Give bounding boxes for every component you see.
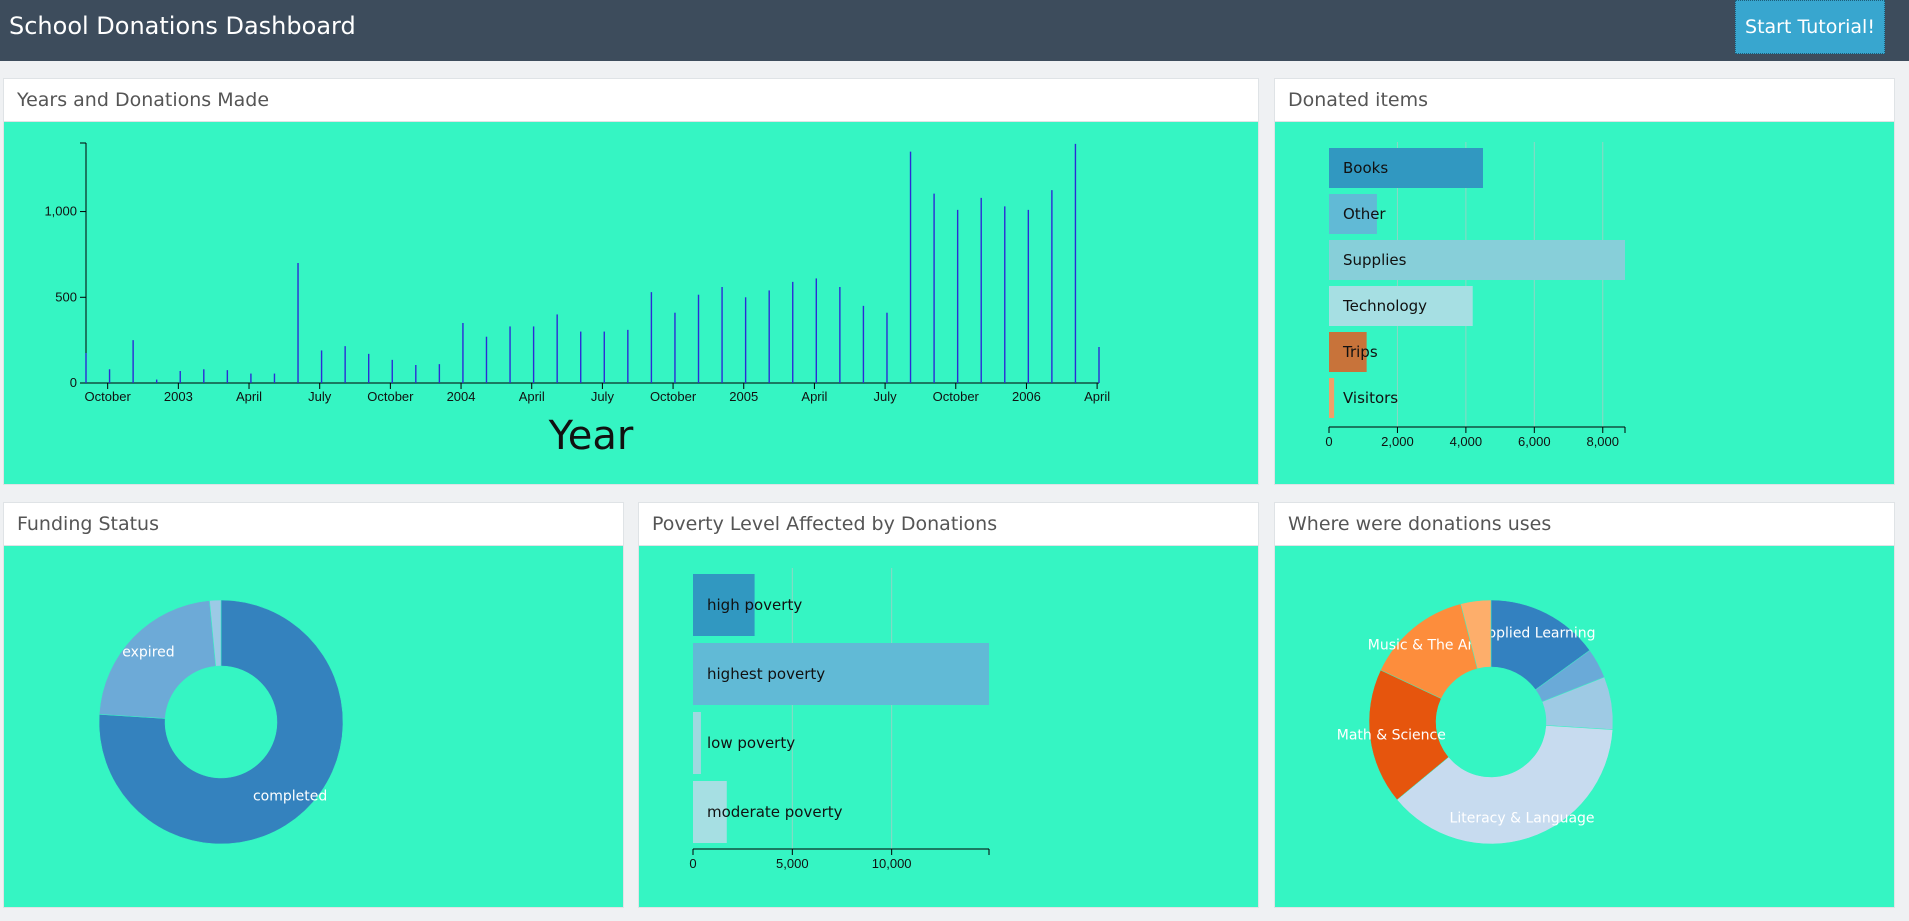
poverty-chart: high poverty highest poverty low poverty mo… (689, 568, 990, 871)
x-tick-label: July (874, 389, 898, 404)
pie-slice (1396, 725, 1614, 845)
bar-label: Books (1343, 159, 1388, 177)
pie-slice (1460, 599, 1492, 670)
x-tick-label: April (1084, 389, 1110, 404)
pie-slice (209, 599, 222, 667)
bar-books (1329, 148, 1483, 188)
x-tick-label: 2004 (447, 389, 476, 404)
areas-chart: Applied Learning Literacy & Language Math … (1337, 599, 1614, 845)
x-tick-label: April (236, 389, 262, 404)
y-tick-label: 500 (55, 289, 77, 304)
pie-slice-label: Applied Learning (1478, 625, 1596, 641)
funding-panel: Funding Status completed expired (3, 502, 624, 908)
x-tick-label: 2003 (164, 389, 193, 404)
x-tick-label: October (650, 389, 697, 404)
x-tick-label: April (519, 389, 545, 404)
timeline-chart: 0 500 1,000 October 2003 April July October 2004… (44, 142, 1110, 459)
bar-label: Supplies (1343, 251, 1407, 269)
start-tutorial-button[interactable]: Start Tutorial! (1735, 0, 1885, 54)
x-tick-label: April (801, 389, 827, 404)
x-tick-label: 10,000 (872, 856, 912, 871)
x-tick-label: 5,000 (776, 856, 809, 871)
x-tick-label: 4,000 (1450, 434, 1483, 449)
x-tick-label: July (308, 389, 332, 404)
bar-trips (1329, 332, 1367, 372)
items-panel-title: Donated items (1275, 79, 1894, 122)
pie-slice (98, 599, 344, 845)
x-tick-label: 2,000 (1381, 434, 1414, 449)
x-tick-label: 0 (689, 856, 696, 871)
pie-slice-label: Music & The Arts (1368, 638, 1486, 654)
bar-high-poverty (693, 574, 755, 636)
x-tick-label: October (933, 389, 980, 404)
timeline-panel: Years and Donations Made 0 500 1,000 Octobe… (3, 78, 1259, 485)
x-tick-label: 0 (1325, 434, 1332, 449)
pie-slice-label: Math & Science (1337, 728, 1446, 744)
x-tick-label: 2005 (729, 389, 758, 404)
items-chart: Books Other Supplies Technology Trips Visitor… (1325, 142, 1626, 449)
pie-slice-label: Literacy & Language (1450, 811, 1595, 827)
areas-panel: Where were donations uses Applied Learni… (1274, 502, 1895, 908)
y-tick-label: 1,000 (44, 204, 77, 219)
bar-label: highest poverty (707, 665, 825, 683)
app-title[interactable]: School Donations Dashboard (9, 12, 356, 40)
x-tick-label: 6,000 (1518, 434, 1551, 449)
bar-label: Other (1343, 205, 1386, 223)
areas-panel-title: Where were donations uses (1275, 503, 1894, 546)
x-tick-label: October (367, 389, 414, 404)
bar-label: moderate poverty (707, 803, 843, 821)
bar-supplies (1329, 240, 1625, 280)
poverty-panel-body: high poverty highest poverty low poverty mo… (639, 546, 1258, 907)
areas-panel-body: Applied Learning Literacy & Language Math … (1275, 546, 1894, 907)
x-tick-label: 2006 (1012, 389, 1041, 404)
pie-slice-label: expired (122, 645, 174, 661)
bar-moderate-poverty (693, 781, 727, 843)
items-panel-body: Books Other Supplies Technology Trips Visitor… (1275, 122, 1894, 484)
items-panel: Donated items Books Other Supplies Technolo… (1274, 78, 1895, 485)
timeline-panel-title: Years and Donations Made (4, 79, 1258, 122)
bar-low-poverty (693, 712, 701, 774)
x-tick-label: July (591, 389, 615, 404)
bar-label: Visitors (1343, 389, 1398, 407)
funding-chart: completed expired (98, 599, 344, 845)
bar-label: Technology (1342, 297, 1427, 315)
bar-label: high poverty (707, 596, 802, 614)
bar-label: low poverty (707, 734, 795, 752)
poverty-panel: Poverty Level Affected by Donations high… (638, 502, 1259, 908)
bar-highest-poverty (693, 643, 989, 705)
bar-visitors (1329, 378, 1335, 418)
bar-other (1329, 194, 1377, 234)
bar-technology (1329, 286, 1473, 326)
navbar: School Donations Dashboard Start Tutoria… (0, 0, 1909, 61)
bar-label: Trips (1342, 343, 1378, 361)
pie-slice-label: completed (253, 789, 327, 805)
timeline-panel-body: 0 500 1,000 October 2003 April July October 2004… (4, 122, 1258, 484)
funding-panel-title: Funding Status (4, 503, 623, 546)
x-axis-title: Year (548, 413, 634, 459)
x-tick-label: October (85, 389, 132, 404)
x-tick-label: 8,000 (1586, 434, 1619, 449)
funding-panel-body: completed expired (4, 546, 623, 907)
poverty-panel-title: Poverty Level Affected by Donations (639, 503, 1258, 546)
pie-slice (98, 600, 217, 719)
y-tick-label: 0 (70, 375, 77, 390)
